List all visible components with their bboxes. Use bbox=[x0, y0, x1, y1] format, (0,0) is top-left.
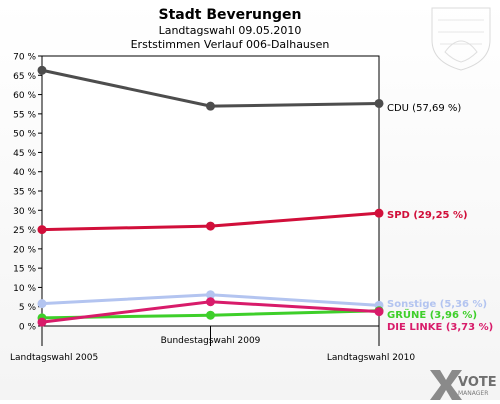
y-tick-label: 60 % bbox=[13, 91, 36, 101]
x-tick-label: Landtagswahl 2005 bbox=[10, 353, 98, 363]
data-point-linke bbox=[206, 297, 215, 307]
data-point-spd bbox=[37, 225, 47, 235]
data-point-sonstige bbox=[37, 299, 47, 309]
data-point-cdu bbox=[206, 101, 215, 111]
data-point-spd bbox=[374, 208, 384, 218]
series-layer bbox=[37, 65, 384, 327]
y-tick-label: 20 % bbox=[13, 245, 36, 255]
y-axis: 0 % 5 % 10 % 15 % 20 % 25 % 30 % 35 % 40 % 45 % 50… bbox=[13, 53, 42, 333]
chart-subtitle-2: Erststimmen Verlauf 006-Dalhausen bbox=[131, 38, 330, 51]
y-tick-label: 65 % bbox=[13, 72, 36, 82]
end-label-linke: DIE LINKE (3,73 %) bbox=[387, 322, 493, 333]
y-tick-label: 45 % bbox=[13, 149, 36, 159]
data-point-cdu bbox=[374, 98, 384, 108]
x-mark-icon bbox=[430, 370, 462, 400]
y-tick-label: 0 % bbox=[19, 323, 37, 333]
logo-text-manager: MANAGER bbox=[458, 390, 488, 397]
y-tick-label: 10 % bbox=[13, 284, 36, 294]
data-point-linke bbox=[374, 307, 384, 317]
data-point-cdu bbox=[37, 65, 47, 75]
end-label-layer: Sonstige (5,36 %)GRÜNE (3,96 %)DIE LINKE… bbox=[387, 103, 493, 333]
x-tick-label: Landtagswahl 2010 bbox=[327, 353, 416, 363]
y-tick-label: 25 % bbox=[13, 226, 36, 236]
y-tick-label: 35 % bbox=[13, 188, 36, 198]
data-point-spd bbox=[206, 221, 215, 231]
data-point-gruene bbox=[206, 310, 215, 320]
chart-subtitle: Landtagswahl 09.05.2010 bbox=[159, 24, 302, 37]
end-label-cdu: CDU (57,69 %) bbox=[387, 103, 461, 114]
logo-text-vote: VOTE bbox=[458, 375, 497, 390]
y-tick-label: 40 % bbox=[13, 168, 36, 178]
end-label-gruene: GRÜNE (3,96 %) bbox=[387, 307, 477, 321]
end-label-sonstige: Sonstige (5,36 %) bbox=[387, 299, 487, 310]
x-axis: Landtagswahl 2005 Bundestagswahl 2009 Land… bbox=[10, 326, 415, 363]
y-tick-label: 15 % bbox=[13, 265, 36, 275]
coat-of-arms-icon bbox=[431, 7, 491, 71]
data-point-sonstige bbox=[206, 290, 215, 300]
chart-title: Stadt Beverungen bbox=[159, 7, 302, 23]
y-tick-label: 55 % bbox=[13, 110, 36, 120]
y-tick-label: 30 % bbox=[13, 207, 36, 217]
plot-area bbox=[41, 55, 380, 327]
y-tick-label: 5 % bbox=[19, 303, 37, 313]
y-tick-label: 50 % bbox=[13, 130, 36, 140]
data-point-linke bbox=[37, 317, 47, 327]
votemanager-logo: VOTE MANAGER bbox=[430, 370, 497, 400]
x-tick-label: Bundestagswahl 2009 bbox=[161, 336, 261, 346]
y-tick-label: 70 % bbox=[13, 53, 36, 63]
end-label-spd: SPD (29,25 %) bbox=[387, 210, 468, 221]
